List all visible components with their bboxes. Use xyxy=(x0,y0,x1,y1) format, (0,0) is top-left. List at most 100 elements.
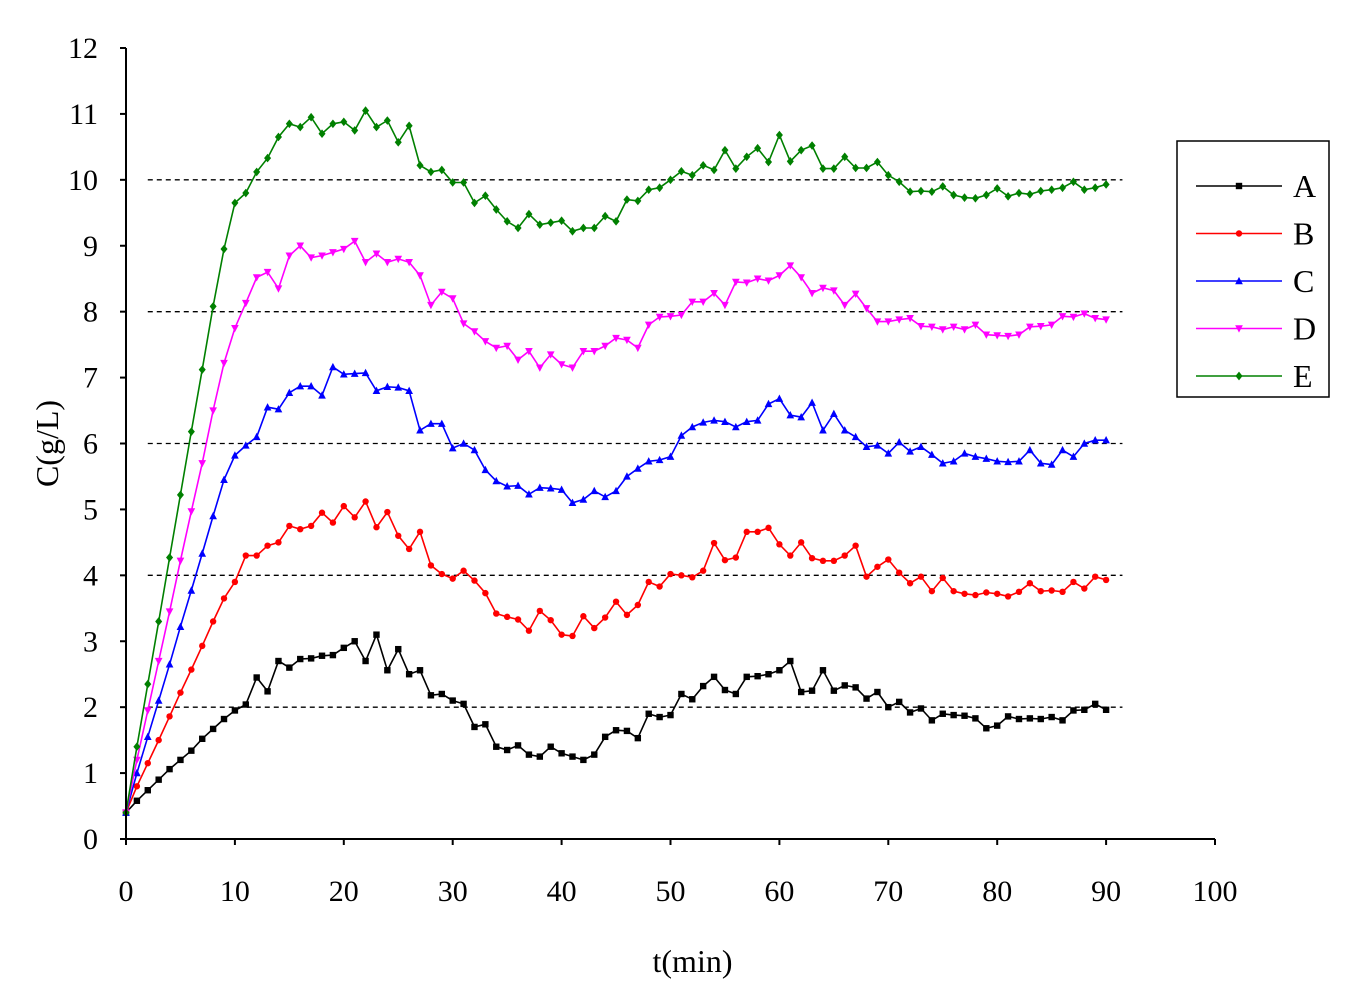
data-point xyxy=(329,519,337,526)
data-point xyxy=(242,701,249,708)
data-point xyxy=(165,660,174,668)
data-point xyxy=(1004,332,1012,341)
data-point xyxy=(329,362,337,371)
data-point xyxy=(775,130,783,140)
data-point xyxy=(482,589,489,597)
data-point xyxy=(960,449,969,457)
data-point xyxy=(144,679,152,689)
data-point xyxy=(198,549,207,557)
data-point xyxy=(416,667,424,674)
data-point xyxy=(699,418,708,426)
data-point xyxy=(307,112,315,122)
data-point xyxy=(786,410,795,419)
data-point xyxy=(187,508,196,516)
data-point xyxy=(1092,700,1099,708)
data-point xyxy=(492,476,501,485)
data-point xyxy=(318,509,326,516)
data-point xyxy=(623,472,631,480)
data-point xyxy=(1059,183,1067,193)
data-point xyxy=(133,742,141,752)
series-line xyxy=(125,365,1107,813)
data-point xyxy=(362,106,370,115)
data-point xyxy=(362,498,369,505)
x-tick-label: 90 xyxy=(1091,875,1121,908)
data-point xyxy=(329,249,337,257)
data-point xyxy=(983,589,990,596)
data-point xyxy=(873,157,881,167)
data-point xyxy=(710,539,718,547)
data-point xyxy=(165,608,174,616)
data-point xyxy=(666,313,675,321)
x-tick-label: 0 xyxy=(119,875,134,908)
data-point xyxy=(971,321,980,330)
y-tick-label: 4 xyxy=(83,559,98,592)
data-point xyxy=(677,166,685,176)
data-point xyxy=(1037,186,1045,196)
legend-item-D: D xyxy=(1196,311,1316,347)
data-point xyxy=(546,484,555,492)
data-point xyxy=(373,631,380,638)
data-point xyxy=(536,753,544,760)
data-point xyxy=(438,165,446,175)
data-point xyxy=(503,746,511,754)
data-point xyxy=(1102,576,1110,584)
data-point xyxy=(296,122,304,132)
data-point xyxy=(405,259,413,267)
data-point xyxy=(830,164,838,173)
data-point xyxy=(547,616,554,624)
data-point xyxy=(742,417,751,425)
data-point xyxy=(351,126,359,135)
data-point xyxy=(340,117,348,127)
series-layer xyxy=(122,106,1110,817)
data-point xyxy=(198,365,206,374)
data-point xyxy=(427,692,435,699)
data-point xyxy=(405,671,413,678)
data-point xyxy=(209,511,217,520)
data-point xyxy=(666,175,675,185)
x-tick-label: 40 xyxy=(547,875,577,908)
data-point xyxy=(1026,323,1034,331)
data-point xyxy=(612,486,620,495)
y-tick-label: 8 xyxy=(83,296,98,329)
data-point xyxy=(950,190,958,200)
data-point xyxy=(1015,188,1023,198)
data-point xyxy=(863,163,871,173)
data-point xyxy=(972,591,979,599)
data-point xyxy=(350,237,359,246)
data-point xyxy=(274,132,282,142)
data-point xyxy=(568,226,577,236)
series-B xyxy=(122,498,1110,816)
data-point xyxy=(787,657,794,665)
data-point xyxy=(764,277,773,285)
x-tick-label: 80 xyxy=(982,875,1012,908)
data-point xyxy=(231,451,239,459)
x-tick-label: 50 xyxy=(656,875,686,908)
data-point xyxy=(1015,588,1023,596)
data-point xyxy=(405,386,413,394)
data-point xyxy=(199,735,206,743)
data-point xyxy=(361,259,370,267)
data-point xyxy=(655,313,664,322)
data-point xyxy=(383,116,391,125)
data-point xyxy=(176,557,185,565)
data-point xyxy=(242,188,250,198)
legend-label: D xyxy=(1293,311,1316,347)
data-point xyxy=(1048,185,1056,195)
data-point xyxy=(394,383,403,391)
data-point xyxy=(601,614,609,621)
data-point xyxy=(612,598,620,605)
data-point xyxy=(917,322,925,331)
data-point xyxy=(852,542,859,549)
legend-item-B: B xyxy=(1196,216,1314,252)
x-tick-label: 20 xyxy=(329,875,359,908)
data-point xyxy=(667,711,674,719)
data-point xyxy=(851,432,860,441)
data-point xyxy=(590,223,598,233)
data-point xyxy=(297,655,304,663)
data-point xyxy=(318,652,326,659)
data-point xyxy=(296,381,305,390)
data-point xyxy=(286,664,293,671)
data-point xyxy=(699,682,707,690)
y-tick-label: 5 xyxy=(83,493,98,526)
